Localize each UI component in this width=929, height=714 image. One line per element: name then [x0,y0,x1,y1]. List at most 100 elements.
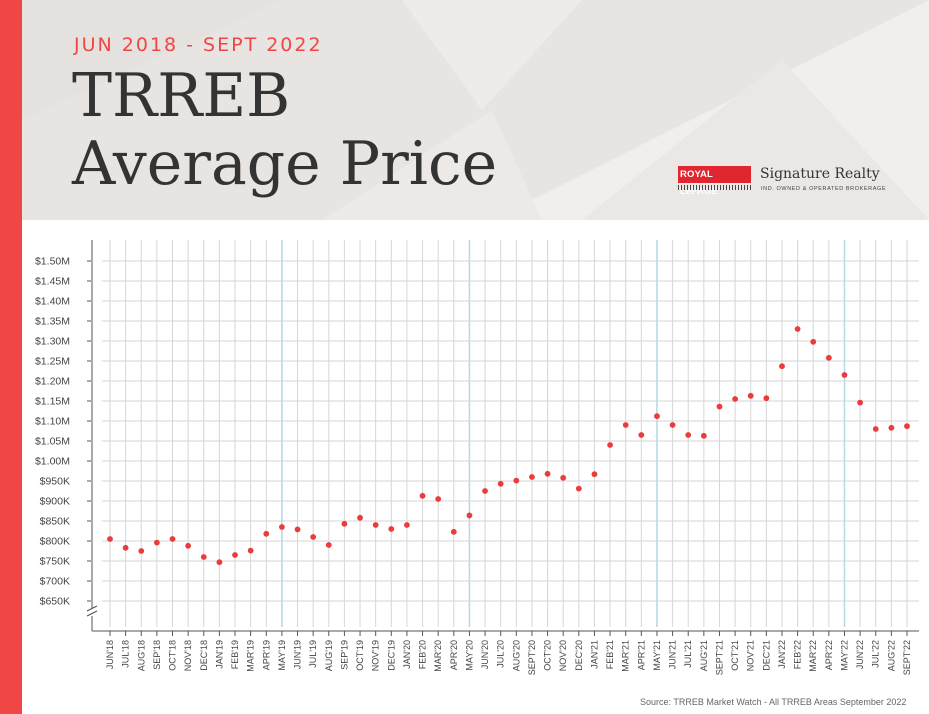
date-range-subtitle: JUN 2018 - SEPT 2022 [74,34,323,56]
title-line-2: Average Price [72,129,498,199]
data-point [263,530,270,537]
y-tick-label: $1.50M [35,256,70,268]
x-tick-label: OCT'21 [730,640,740,671]
data-point [779,363,785,370]
average-price-chart: $650K $700K $750K $800K $850K $900K $950K $1.00… [35,240,919,675]
y-tick-label: $950K [40,476,70,488]
x-tick-label: JUL'18 [121,640,131,668]
data-point [622,422,629,428]
x-tick-label: DEC'18 [199,640,209,671]
data-point [247,547,254,554]
brokerage-name: Signature Realty [760,166,880,182]
y-tick-label: $900K [40,496,70,508]
y-tick-label: $1.10M [35,416,70,428]
x-tick-label: JUL'20 [496,640,506,668]
y-tick-label: $1.30M [35,336,70,348]
x-tick-label: NOV'19 [371,640,381,671]
data-point [544,470,551,477]
x-tick-label: MAY'19 [277,640,287,671]
data-point [529,474,535,480]
header-background-shapes [22,0,929,220]
y-tick-label: $850K [40,516,70,528]
logo-stripes [678,185,751,190]
x-tick-label: AUG'20 [511,640,521,671]
data-point [904,423,910,430]
data-point [153,539,160,546]
data-point [497,480,504,487]
y-tick-label: $700K [40,576,70,588]
x-tick-label: FEB'22 [793,640,803,669]
y-tick-label: $1.40M [35,296,70,308]
data-point [654,413,660,420]
accent-bar [0,0,22,714]
data-point [716,403,723,410]
x-tick-label: JUL'19 [308,640,318,668]
x-tick-label: APR'20 [449,640,459,670]
data-point [888,424,895,431]
y-tick-label: $1.00M [35,456,70,468]
royal-lepage-wordmark: ROYAL LePAGE [678,166,751,197]
data-point [810,338,817,345]
x-tick-label: OCT'18 [168,640,178,671]
x-tick-label: AUG'22 [886,640,896,671]
x-tick-label: SEP'19 [339,640,349,670]
x-tick-label: DEC'20 [574,640,584,671]
data-point [419,492,426,499]
data-point [325,542,332,548]
x-tick-label: APR'22 [824,640,834,670]
x-tick-label: SEPT'20 [527,640,537,675]
header-banner: JUN 2018 - SEPT 2022 TRREB Average Price… [22,0,929,220]
x-tick-label: FEB'20 [418,640,428,669]
data-point [747,392,754,399]
data-point [607,442,613,448]
x-tick-label: DEC'21 [761,640,771,671]
data-point [107,536,113,542]
x-tick-label: JAN'21 [589,640,599,669]
data-point [466,512,473,519]
x-tick-label: SEP'18 [152,640,162,670]
y-tick-label: $1.20M [35,376,70,388]
y-tick-label: $650K [40,596,70,608]
data-point [575,485,582,492]
x-tick-label: NOV'20 [558,640,568,671]
data-point [279,524,285,530]
data-point [138,548,145,554]
x-tick-label: FEB'21 [605,640,615,669]
y-tick-label: $1.45M [35,276,70,288]
x-tick-label: MAR'19 [246,640,256,672]
x-tick-label: NOV'21 [746,640,756,671]
x-tick-label: SEPT'22 [902,640,912,675]
royal-lepage-logo: ROYAL LePAGE [678,166,751,197]
x-tick-label: APR'19 [261,640,271,670]
data-point [357,514,363,521]
data-point [169,536,176,542]
x-tick-label: MAY'21 [652,640,662,671]
data-point [732,396,738,402]
page-title: TRREB Average Price [72,62,497,198]
y-tick-label: $1.35M [35,316,70,328]
data-point [763,395,770,402]
data-point [513,477,520,484]
x-tick-label: AUG'21 [699,640,709,671]
data-point [200,554,207,560]
y-tick-label: $1.25M [35,356,70,368]
x-tick-label: MAY'22 [839,640,849,671]
x-tick-label: JAN'22 [777,640,787,669]
brokerage-tagline: IND. OWNED & OPERATED BROKERAGE [761,186,887,192]
data-point [825,354,832,361]
data-point [372,522,379,528]
x-tick-label: JUL'22 [871,640,881,668]
data-point [685,432,692,438]
x-tick-label: JUN'21 [668,640,678,669]
data-point [872,426,879,432]
data-point [435,496,442,502]
x-tick-label: OCT'19 [355,640,365,671]
data-point [560,474,567,481]
x-tick-label: JUN'18 [105,640,115,669]
data-point [232,552,238,558]
y-tick-label: $800K [40,536,70,548]
data-point [341,520,348,527]
x-tick-label: FEB'19 [230,640,240,669]
data-point [388,526,395,532]
axis-break-mark [86,605,98,612]
